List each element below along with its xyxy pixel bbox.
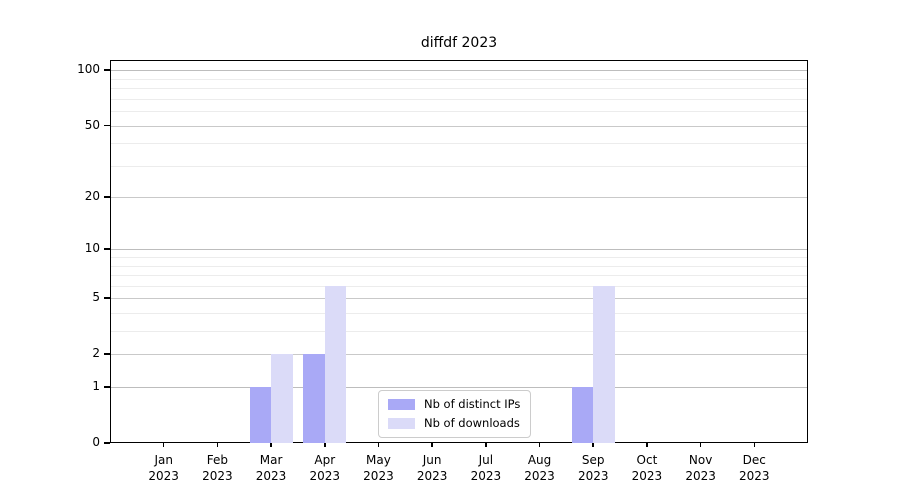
- major-gridline: [111, 70, 807, 72]
- y-tick-label: 20: [84, 189, 100, 204]
- major-gridline: [111, 197, 807, 199]
- bar-distinct-ips: [249, 387, 272, 443]
- y-tick-mark: [104, 248, 110, 250]
- downloads-swatch: [388, 417, 415, 429]
- legend-item: Nb of downloads: [388, 416, 520, 430]
- y-tick-label: 5: [92, 290, 100, 305]
- minor-gridline: [111, 88, 807, 90]
- x-tick-mark: [485, 443, 487, 447]
- chart-title: diffdf 2023: [420, 35, 498, 51]
- x-tick-label: Jun 2023: [404, 452, 460, 484]
- legend: Nb of distinct IPs Nb of downloads: [378, 390, 532, 438]
- legend-item: Nb of distinct IPs: [388, 397, 520, 411]
- x-tick-label: Aug 2023: [512, 452, 568, 484]
- minor-gridline: [111, 313, 807, 315]
- major-gridline: [111, 298, 807, 300]
- major-gridline: [111, 125, 807, 127]
- minor-gridline: [111, 111, 807, 113]
- x-tick-year: 2023: [255, 469, 287, 483]
- y-tick-mark: [104, 69, 110, 71]
- minor-gridline: [111, 143, 807, 145]
- x-tick-label: May 2023: [350, 452, 406, 484]
- bar-distinct-ips: [571, 387, 594, 443]
- minor-gridline: [111, 331, 807, 333]
- x-tick-month: Jul: [478, 453, 494, 467]
- x-tick-label: Nov 2023: [673, 452, 729, 484]
- y-tick-mark: [104, 297, 110, 299]
- x-tick-label: Jul 2023: [458, 452, 514, 484]
- x-tick-mark: [646, 443, 648, 447]
- minor-gridline: [111, 265, 807, 267]
- y-tick-mark: [104, 196, 110, 198]
- y-tick-label: 0: [92, 435, 100, 449]
- y-tick-mark: [104, 124, 110, 127]
- major-gridline: [111, 387, 807, 389]
- x-tick-label: Feb 2023: [189, 452, 245, 484]
- x-tick-year: 2023: [577, 469, 609, 483]
- major-gridline: [111, 354, 807, 356]
- x-tick-year: 2023: [739, 469, 770, 483]
- minor-gridline: [111, 257, 807, 259]
- x-tick-year: 2023: [309, 469, 341, 483]
- x-tick-month: Mar: [259, 453, 283, 467]
- x-tick-mark: [538, 443, 541, 447]
- x-tick-mark: [162, 443, 165, 447]
- y-tick-label: 1: [92, 379, 100, 394]
- x-tick-label: Sep 2023: [565, 452, 621, 484]
- x-tick-month: Feb: [206, 453, 228, 467]
- minor-gridline: [111, 285, 807, 287]
- x-tick-year: 2023: [416, 469, 448, 483]
- x-tick-label: Dec 2023: [726, 452, 782, 484]
- x-tick-month: Nov: [688, 453, 713, 467]
- x-tick-mark: [753, 443, 756, 447]
- x-tick-month: Sep: [581, 453, 605, 467]
- plot-area: [110, 60, 808, 443]
- x-tick-month: May: [366, 453, 391, 467]
- x-tick-mark: [431, 443, 433, 447]
- x-tick-year: 2023: [524, 469, 555, 483]
- x-tick-label: Oct 2023: [619, 452, 675, 484]
- x-tick-year: 2023: [363, 469, 394, 483]
- x-tick-year: 2023: [202, 469, 233, 483]
- x-tick-mark: [377, 443, 380, 447]
- y-tick-label: 100: [77, 62, 100, 77]
- x-tick-mark: [270, 443, 272, 447]
- x-tick-month: Dec: [742, 453, 766, 467]
- minor-gridline: [111, 165, 807, 167]
- minor-gridline: [111, 275, 807, 277]
- bar-distinct-ips: [303, 354, 325, 443]
- legend-label: Nb of downloads: [424, 416, 520, 430]
- x-tick-mark: [699, 443, 702, 447]
- x-tick-mark: [324, 443, 326, 447]
- x-tick-mark: [592, 443, 594, 447]
- bar-downloads: [324, 285, 347, 443]
- x-tick-label: Jan 2023: [136, 452, 192, 484]
- distinct-ips-swatch: [388, 398, 415, 410]
- x-tick-month: Jan: [154, 453, 173, 467]
- x-tick-month: Apr: [314, 453, 336, 467]
- minor-gridline: [111, 78, 807, 80]
- x-tick-label: Apr 2023: [297, 452, 353, 484]
- y-tick-mark: [104, 386, 110, 388]
- bar-downloads: [271, 354, 293, 443]
- y-tick-label: 10: [84, 241, 100, 256]
- x-tick-year: 2023: [631, 469, 663, 483]
- x-tick-month: Jun: [422, 453, 442, 467]
- x-tick-month: Aug: [527, 453, 552, 467]
- legend-label: Nb of distinct IPs: [424, 397, 521, 411]
- y-tick-label: 50: [84, 117, 100, 132]
- x-tick-mark: [216, 443, 219, 447]
- major-gridline: [111, 249, 807, 251]
- y-tick-mark: [104, 353, 110, 355]
- x-tick-year: 2023: [685, 469, 716, 483]
- x-tick-year: 2023: [470, 469, 502, 483]
- y-tick-label: 2: [92, 346, 100, 361]
- x-tick-year: 2023: [148, 469, 179, 483]
- x-tick-label: Mar 2023: [243, 452, 299, 484]
- minor-gridline: [111, 98, 807, 100]
- x-tick-month: Oct: [636, 453, 658, 467]
- bar-downloads: [593, 285, 615, 443]
- y-tick-mark: [104, 442, 110, 444]
